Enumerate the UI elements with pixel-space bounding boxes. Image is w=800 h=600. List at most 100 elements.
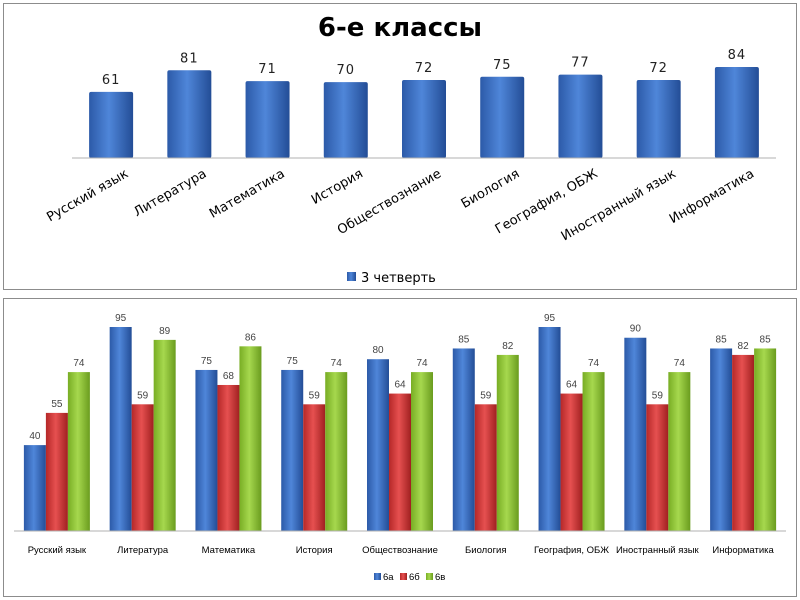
bar-русский-язык [89, 91, 134, 158]
value-label: 70 [337, 63, 356, 78]
legend-swatch-6в [426, 573, 433, 580]
value-label: 40 [29, 431, 41, 442]
value-label: 64 [394, 380, 406, 391]
value-label: 85 [716, 334, 728, 345]
category-label: Биология [465, 545, 506, 556]
category-label: Русский язык [44, 166, 131, 225]
bar-география-обж-6а [538, 327, 561, 531]
category-label: Математика [207, 166, 288, 221]
legend-label-6б: 6б [409, 572, 420, 583]
bar-литература-6б [131, 404, 154, 531]
chart-3-quarter: 6-е классы 61 Русский язык 81 Литература 71 М… [44, 13, 776, 286]
value-label: 71 [258, 62, 277, 77]
bar-иностранный-язык [636, 80, 681, 158]
bar-история [323, 82, 368, 158]
category-label: Обществознание [362, 545, 438, 556]
bar-математика-6а [195, 369, 218, 531]
value-label: 89 [159, 326, 171, 337]
bar-история-6а [281, 369, 304, 531]
value-label: 80 [372, 345, 384, 356]
value-label: 75 [493, 58, 512, 73]
chart-title: 6-е классы [318, 13, 482, 43]
bar-математика-6в [239, 346, 262, 531]
legend-label-3-quarter: 3 четверть [361, 271, 436, 286]
value-label: 59 [309, 390, 321, 401]
value-label: 59 [480, 390, 492, 401]
value-label: 68 [223, 371, 235, 382]
value-label: 59 [137, 390, 149, 401]
value-label: 90 [630, 324, 642, 335]
value-label: 74 [73, 358, 85, 369]
value-label: 95 [115, 313, 127, 324]
bar-информатика [714, 67, 759, 158]
legend-swatch-6а [374, 573, 381, 580]
value-label: 55 [51, 399, 63, 410]
bar-литература [167, 70, 212, 158]
bar-литература-6в [153, 339, 176, 531]
category-label: Математика [202, 545, 256, 556]
value-label: 61 [102, 73, 121, 88]
bar-биология-6а [452, 348, 475, 531]
chart-panel-top: 6-е классы 61 Русский язык 81 Литература 71 М… [3, 3, 797, 290]
value-label: 77 [571, 56, 590, 71]
value-label: 85 [760, 334, 772, 345]
bar-русский-язык-6в [67, 372, 90, 531]
bar-информатика-6а [710, 348, 733, 531]
category-label: История [309, 166, 366, 207]
legend-swatch-6б [400, 573, 407, 580]
value-label: 74 [416, 358, 428, 369]
bar-география-обж-6б [560, 393, 583, 531]
value-label: 74 [588, 358, 600, 369]
bar-литература-6а [109, 327, 132, 531]
bar-история-6в [325, 372, 348, 531]
category-label: История [296, 545, 333, 556]
bar-обществознание-6а [367, 359, 389, 531]
legend-label-6в: 6в [435, 572, 445, 583]
legend: 3 четверть [347, 271, 436, 286]
value-label: 74 [331, 358, 343, 369]
bar-биология-6б [474, 404, 497, 531]
bar-информатика-6в [754, 348, 777, 531]
value-label: 85 [458, 334, 470, 345]
category-label: Литература [131, 166, 209, 220]
bar-иностранный-язык-6б [646, 404, 669, 531]
bar-иностранный-язык-6в [668, 372, 691, 531]
bar-обществознание-6б [389, 393, 411, 531]
category-label: Иностранный язык [616, 545, 700, 556]
bar-география-обж [558, 74, 603, 158]
value-label: 84 [728, 48, 747, 63]
bar-русский-язык-6б [45, 412, 68, 531]
bar-биология [480, 76, 525, 158]
bar-математика [245, 81, 290, 158]
legend-label-6а: 6а [383, 572, 394, 583]
bar-биология-6в [496, 354, 519, 531]
value-label: 82 [738, 341, 750, 352]
legend-swatch-3-quarter [347, 272, 356, 281]
legend: 6а 6б 6в [374, 572, 445, 583]
bar-иностранный-язык-6а [624, 337, 647, 531]
bar-обществознание [402, 80, 446, 158]
category-label: Литература [117, 545, 169, 556]
value-label: 74 [674, 358, 686, 369]
category-label: Биология [459, 166, 523, 211]
value-label: 75 [287, 356, 299, 367]
bar-математика-6б [217, 384, 240, 531]
bar-информатика-6б [732, 354, 755, 531]
category-label: Русский язык [28, 545, 87, 556]
value-label: 72 [649, 61, 668, 76]
bar-история-6б [303, 404, 326, 531]
category-label: География, ОБЖ [534, 545, 609, 556]
bar-русский-язык-6а [23, 445, 46, 531]
value-label: 59 [652, 390, 664, 401]
value-label: 95 [544, 313, 556, 324]
category-label: Информатика [712, 545, 774, 556]
value-label: 72 [415, 61, 434, 76]
value-label: 64 [566, 380, 578, 391]
category-label: Информатика [667, 166, 757, 227]
value-label: 81 [180, 51, 199, 66]
value-label: 86 [245, 332, 257, 343]
chart-by-class: 40 55 74 Русский язык 95 59 89 Литература 75 68 86… [14, 313, 786, 583]
chart-panel-bottom: 40 55 74 Русский язык 95 59 89 Литература 75 68 86… [3, 298, 797, 597]
bar-обществознание-6в [411, 372, 433, 531]
value-label: 75 [201, 356, 213, 367]
